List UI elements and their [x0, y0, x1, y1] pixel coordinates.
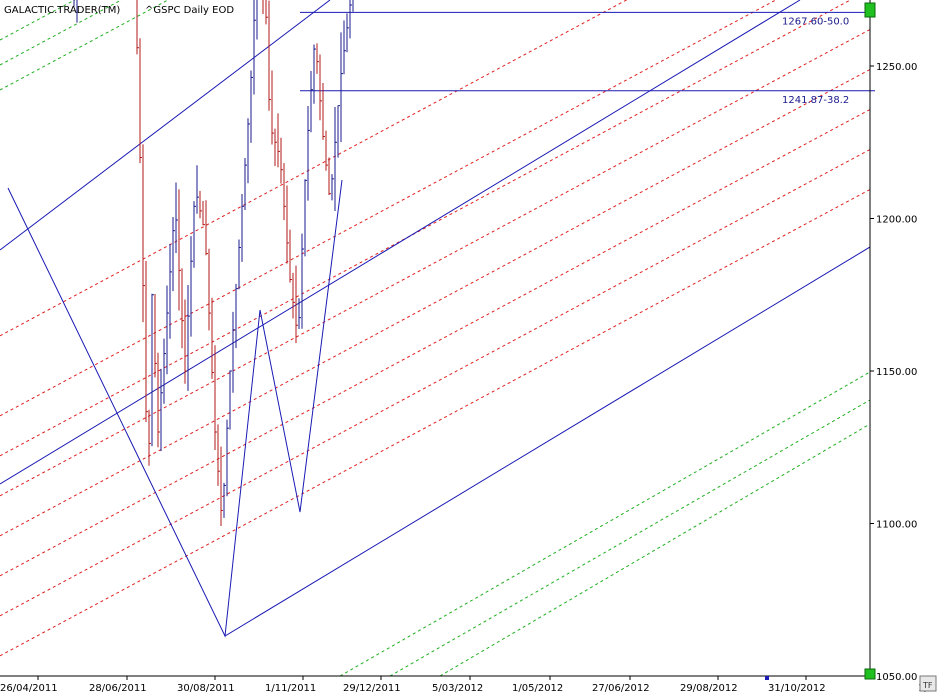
x-marker	[765, 676, 769, 680]
median-parallel-red	[0, 109, 870, 577]
lower-parallel-green	[389, 399, 870, 676]
median-parallel-red	[0, 149, 870, 617]
x-tick-label: 1/05/2012	[512, 683, 563, 694]
plot-background	[0, 0, 870, 676]
x-tick-label: 29/08/2012	[680, 683, 738, 694]
pitchfork-upper-line	[0, 0, 331, 251]
x-tick-label: 28/06/2011	[89, 683, 147, 694]
x-tick-label: 29/12/2011	[343, 683, 401, 694]
median-parallel-red	[0, 29, 870, 497]
median-parallel-red	[0, 189, 870, 657]
x-tick-label: 27/06/2012	[592, 683, 650, 694]
fib-level-label: 1241.87-38.2	[782, 95, 849, 106]
median-parallel-red	[0, 0, 852, 457]
x-tick-label: 5/03/2012	[432, 683, 483, 694]
tf-button-icon: TF	[922, 681, 933, 690]
fib-levels: 1459.76-138.21427.95-123.61376.55-100.01…	[300, 11, 875, 106]
y-tick-label: 1050.00	[876, 672, 917, 683]
x-tick-label: 30/08/2011	[177, 683, 235, 694]
pivot-connector	[7, 179, 343, 638]
x-tick-label: 26/04/2011	[0, 683, 58, 694]
top-scroll-button[interactable]	[864, 2, 876, 18]
median-parallel-red	[0, 0, 777, 417]
fib-level-label: 1267.60-50.0	[782, 16, 849, 27]
pitchfork-lower-line	[224, 246, 870, 637]
x-tick-label: 31/10/2012	[768, 683, 826, 694]
chart-subtitle: ^GSPC Daily EOD	[145, 5, 234, 16]
pitchfork-clipped	[0, 0, 870, 676]
y-tick-label: 1100.00	[876, 520, 917, 531]
lower-parallel-green	[439, 423, 870, 676]
bottom-scroll-button[interactable]	[864, 668, 876, 680]
y-tick-label: 1200.00	[876, 215, 917, 226]
y-tick-label: 1250.00	[876, 62, 917, 73]
chart-title: GALACTIC.TRADER(TM)	[4, 5, 120, 16]
upper-parallel-green	[0, 0, 169, 91]
price-bars	[73, 0, 354, 527]
pitchfork-median-line	[0, 0, 801, 485]
median-parallel-red	[0, 0, 628, 337]
tf-button[interactable]	[919, 675, 937, 692]
median-parallel-red	[0, 69, 870, 537]
pitchfork-lines	[0, 0, 870, 676]
y-tick-label: 1150.00	[876, 367, 917, 378]
x-tick-label: 1/11/2011	[265, 683, 316, 694]
